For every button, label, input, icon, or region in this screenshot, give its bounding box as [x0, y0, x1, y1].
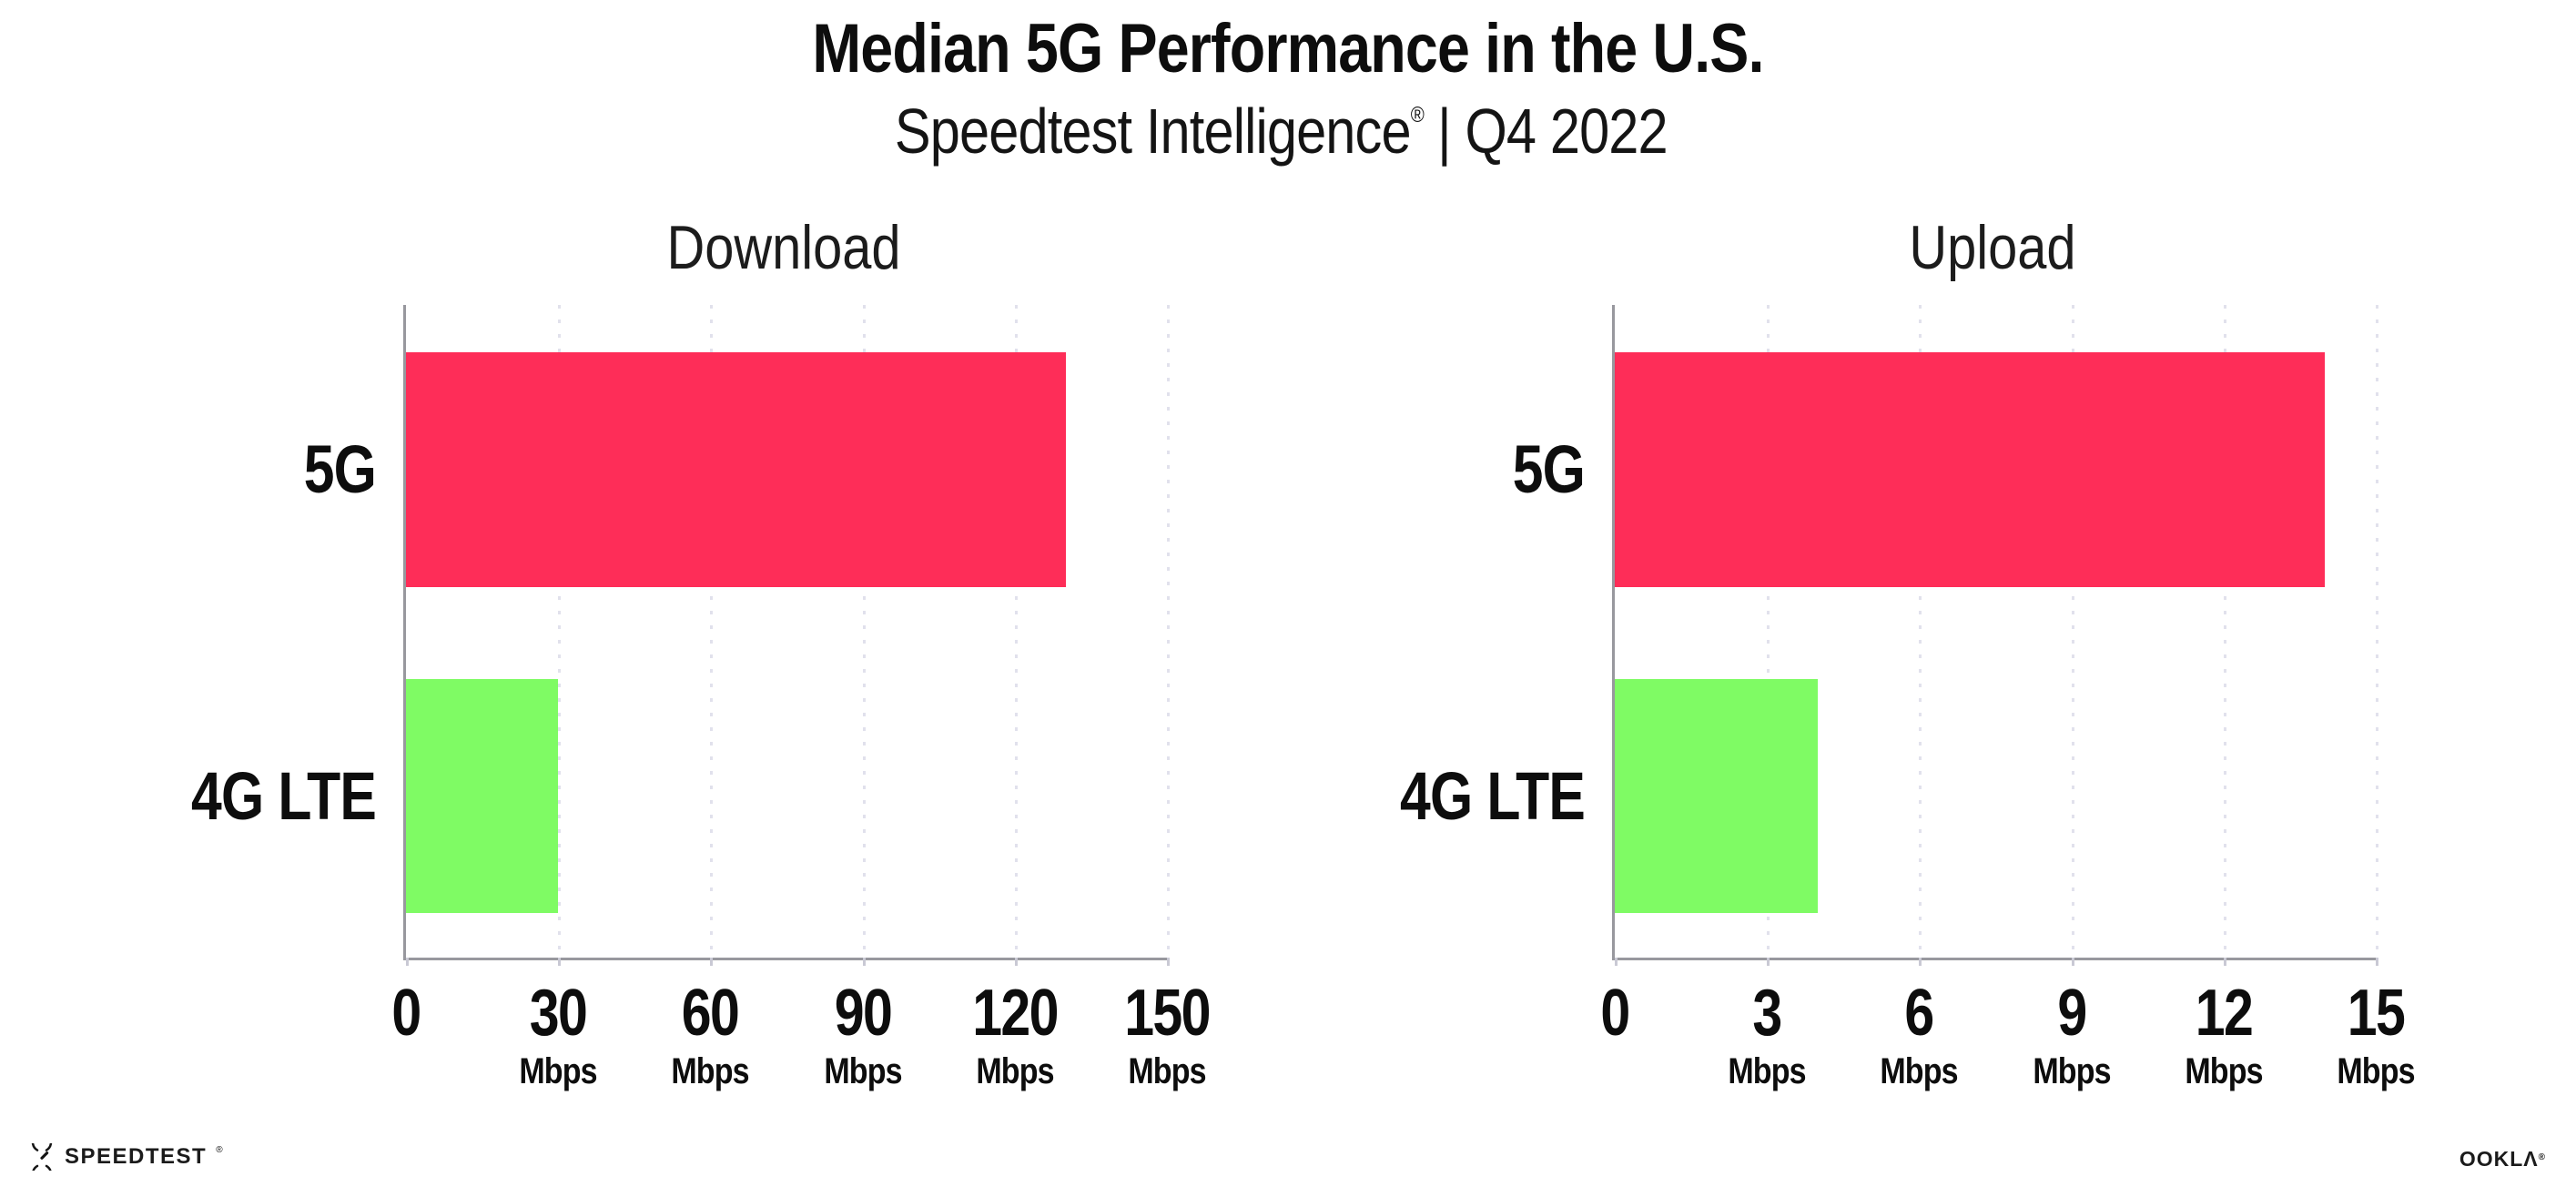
x-tick-value: 0	[391, 977, 421, 1050]
axis-tick	[558, 958, 562, 966]
y-category-label-5g-upload: 5G	[1512, 431, 1586, 507]
page-title: Median 5G Performance in the U.S.	[812, 10, 1764, 87]
bar-4g-lte-download	[406, 679, 559, 913]
chart-title-download: Download	[666, 213, 901, 282]
bar-4g-lte-upload	[1615, 679, 1818, 913]
x-tick-value: 0	[1600, 977, 1630, 1050]
x-tick-unit: Mbps	[519, 1051, 598, 1091]
x-tick-value: 60	[682, 977, 740, 1050]
registered-mark: ®	[216, 1144, 223, 1155]
x-tick-unit: Mbps	[1880, 1051, 1959, 1091]
y-category-label-4g-lte-download: 4G LTE	[191, 757, 377, 834]
x-tick: 60 Mbps	[573, 979, 847, 1090]
axis-tick	[862, 958, 866, 966]
gridline	[558, 305, 562, 958]
gridline	[1014, 305, 1018, 958]
axis-tick	[1615, 958, 1618, 966]
gridline	[2376, 305, 2378, 958]
x-tick: 120 Mbps	[878, 979, 1151, 1090]
x-tick-unit: Mbps	[2337, 1051, 2415, 1091]
x-tick: 9 Mbps	[1935, 979, 2208, 1090]
subtitle-product: Speedtest Intelligence	[894, 96, 1412, 167]
y-category-label-4g-lte-upload: 4G LTE	[1400, 757, 1586, 834]
x-tick-unit: Mbps	[823, 1051, 902, 1091]
x-tick-unit: Mbps	[976, 1051, 1054, 1091]
x-tick-unit: Mbps	[671, 1051, 750, 1091]
gridline	[1767, 305, 1770, 958]
gridline	[1919, 305, 1922, 958]
bar-5g-upload	[1615, 352, 2326, 587]
speedtest-wordmark: SPEEDTEST	[65, 1144, 208, 1169]
x-tick-value: 30	[529, 977, 588, 1050]
subtitle-period: | Q4 2022	[1437, 96, 1668, 167]
axis-tick	[2223, 958, 2226, 966]
ookla-wordmark: OOKLΛ	[2459, 1147, 2539, 1171]
chart-title-upload: Upload	[1909, 213, 2076, 282]
x-tick: 0	[1478, 979, 1751, 1053]
gridline	[1167, 305, 1170, 958]
x-tick: 150 Mbps	[1030, 979, 1303, 1090]
x-tick: 3 Mbps	[1630, 979, 1903, 1090]
registered-mark: ®	[2538, 1152, 2546, 1162]
plot-area-download: 0 30 Mbps 60 Mbps 90 Mbps 120 Mbps 150 M…	[391, 305, 1211, 1090]
x-tick-unit: Mbps	[2185, 1051, 2263, 1091]
x-tick-value: 120	[971, 977, 1059, 1050]
bar-5g-download	[406, 352, 1066, 587]
y-category-label-5g-download: 5G	[303, 431, 377, 507]
x-tick-value: 3	[1752, 977, 1783, 1050]
page-subtitle: Speedtest Intelligence® | Q4 2022	[193, 96, 2383, 167]
x-tick: 0	[269, 979, 543, 1053]
x-tick-value: 90	[834, 977, 892, 1050]
x-tick-value: 12	[2195, 977, 2254, 1050]
x-tick-unit: Mbps	[1128, 1051, 1206, 1091]
plot-area-upload: 0 3 Mbps 6 Mbps 9 Mbps 12 Mbps 15 Mbps	[1600, 305, 2416, 1090]
axis-tick	[2071, 958, 2074, 966]
x-tick-value: 15	[2347, 977, 2406, 1050]
gridline	[2071, 305, 2074, 958]
axis-tick	[710, 958, 714, 966]
axis-tick	[1767, 958, 1770, 966]
x-tick: 15 Mbps	[2239, 979, 2512, 1090]
x-tick-unit: Mbps	[1728, 1051, 1807, 1091]
x-tick-value: 9	[2056, 977, 2087, 1050]
x-tick-unit: Mbps	[2032, 1051, 2111, 1091]
axis-tick	[1919, 958, 1922, 966]
gridline	[862, 305, 866, 958]
axis-tick	[2376, 958, 2378, 966]
ookla-logo: OOKLΛ®	[2459, 1147, 2546, 1172]
x-tick: 12 Mbps	[2087, 979, 2360, 1090]
x-tick-value: 150	[1124, 977, 1211, 1050]
speedtest-logo: SPEEDTEST ®	[28, 1143, 223, 1171]
x-tick: 90 Mbps	[726, 979, 999, 1090]
gridline	[710, 305, 714, 958]
gridline	[2223, 305, 2226, 958]
speedtest-gauge-icon	[31, 1143, 53, 1171]
x-tick: 6 Mbps	[1782, 979, 2055, 1090]
axis-tick	[406, 958, 409, 966]
x-tick-value: 6	[1904, 977, 1935, 1050]
axis-tick	[1014, 958, 1018, 966]
x-tick: 30 Mbps	[421, 979, 695, 1090]
axis-tick	[1167, 958, 1170, 966]
registered-mark: ®	[1410, 103, 1425, 127]
